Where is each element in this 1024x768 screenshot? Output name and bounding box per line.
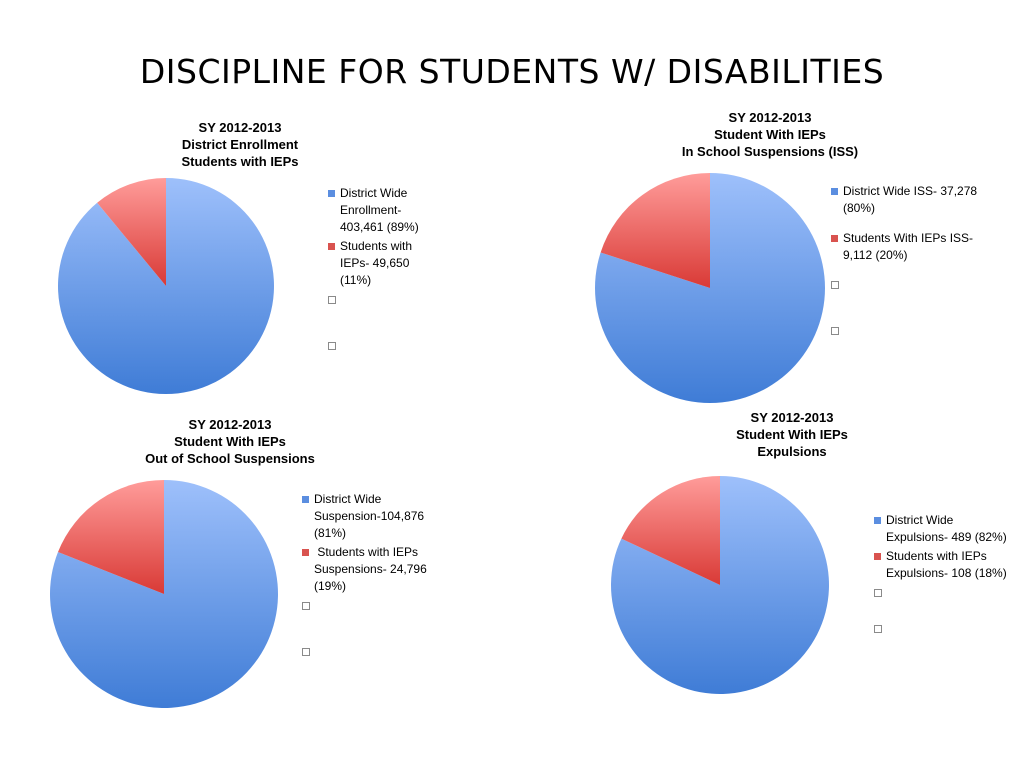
- legend-text-line: (11%): [340, 273, 372, 287]
- legend-item-district-wide: District Wide Suspension-104,876 (81%): [302, 491, 427, 542]
- legend-swatch-blue: [302, 496, 309, 503]
- legend-text-line: District Wide: [886, 513, 954, 527]
- chart-title-line: SY 2012-2013: [188, 417, 272, 432]
- legend-swatch-empty: [302, 602, 310, 610]
- legend-swatch-red: [302, 549, 309, 556]
- legend-text-line: District Wide: [314, 492, 382, 506]
- legend-text-line: Suspensions- 24,796: [314, 562, 427, 576]
- legend: District Wide Suspension-104,876 (81%) S…: [302, 491, 427, 689]
- legend-swatch-empty: [328, 342, 336, 350]
- legend-swatch-blue: [328, 190, 335, 197]
- legend-item-empty: [831, 276, 977, 293]
- legend-text-line: Expulsions- 108 (18%): [886, 566, 1007, 580]
- pie-slice-students-ieps: [97, 178, 166, 286]
- pie-slice-students-ieps: [600, 173, 710, 288]
- legend-item-empty: [302, 643, 427, 660]
- legend-item-students-ieps: Students with IEPs Expulsions- 108 (18%): [874, 548, 1007, 582]
- slide-title: DISCIPLINE FOR STUDENTS W/ DISABILITIES: [139, 52, 885, 91]
- legend-text-line: (80%): [843, 201, 876, 215]
- legend-item-empty: [328, 337, 419, 354]
- legend-swatch-red: [874, 553, 881, 560]
- chart-title-line: Student With IEPs: [174, 434, 286, 449]
- legend-text-line: Enrollment-: [340, 203, 402, 217]
- legend-swatch-blue: [831, 188, 838, 195]
- legend-item-students-ieps: Students with IEPs Suspensions- 24,796 (…: [302, 544, 427, 595]
- legend-item-empty: [328, 291, 419, 308]
- legend-swatch-empty: [874, 589, 882, 597]
- legend: District Wide ISS- 37,278 (80%) Students…: [831, 183, 977, 368]
- chart-title: SY 2012-2013 District Enrollment Student…: [140, 119, 340, 170]
- legend-swatch-empty: [831, 281, 839, 289]
- pie-slice-students-ieps: [621, 476, 720, 585]
- legend-swatch-empty: [874, 625, 882, 633]
- chart-title-line: SY 2012-2013: [728, 110, 812, 125]
- legend-text-line: (19%): [314, 579, 347, 593]
- legend: District Wide Enrollment- 403,461 (89%) …: [328, 185, 419, 383]
- legend-swatch-red: [831, 235, 838, 242]
- legend-text-line: IEPs- 49,650: [340, 256, 410, 270]
- legend-text-line: Students with IEPs: [314, 545, 419, 559]
- pie-slice-district-wide: [610, 476, 829, 694]
- legend-text-line: District Wide ISS- 37,278: [843, 184, 978, 198]
- legend-text-line: Expulsions- 489 (82%): [886, 530, 1007, 544]
- legend-swatch-red: [328, 243, 335, 250]
- legend-swatch-empty: [831, 327, 839, 335]
- legend-text-line: Students with IEPs: [886, 549, 987, 563]
- legend-text-line: District Wide: [340, 186, 408, 200]
- legend-swatch-empty: [328, 296, 336, 304]
- chart-title-line: Expulsions: [757, 444, 827, 459]
- pie-slice-students-ieps: [58, 480, 165, 594]
- legend-swatch-blue: [874, 517, 881, 524]
- legend-text-line: (81%): [314, 526, 347, 540]
- chart-title-line: District Enrollment: [181, 137, 299, 152]
- legend-text-line: Students with: [340, 239, 413, 253]
- legend-text-line: 403,461 (89%): [340, 220, 419, 234]
- pie-slice-district-wide: [58, 178, 275, 394]
- legend-item-students-ieps: Students with IEPs- 49,650 (11%): [328, 238, 419, 289]
- chart-title: SY 2012-2013 Student With IEPs Expulsion…: [692, 409, 892, 460]
- legend-item-district-wide: District Wide Enrollment- 403,461 (89%): [328, 185, 419, 236]
- chart-title-line: Student With IEPs: [714, 127, 826, 142]
- chart-title: SY 2012-2013 Student With IEPs In School…: [640, 109, 900, 160]
- pie-slice-district-wide: [594, 173, 825, 403]
- legend-item-empty: [874, 584, 1007, 601]
- chart-title-line: Out of School Suspensions: [145, 451, 315, 466]
- chart-title-line: SY 2012-2013: [198, 120, 282, 135]
- chart-title-line: In School Suspensions (ISS): [681, 144, 859, 159]
- legend-item-empty: [831, 322, 977, 339]
- chart-title-line: SY 2012-2013: [750, 410, 834, 425]
- chart-title: SY 2012-2013 Student With IEPs Out of Sc…: [110, 416, 350, 467]
- legend-item-empty: [874, 620, 1007, 637]
- legend: District Wide Expulsions- 489 (82%) Stud…: [874, 512, 1007, 666]
- chart-title-line: Student With IEPs: [736, 427, 848, 442]
- legend-item-students-ieps: Students With IEPs ISS- 9,112 (20%): [831, 230, 977, 264]
- chart-title-line: Students with IEPs: [181, 154, 299, 169]
- legend-text-line: Students With IEPs ISS-: [843, 231, 974, 245]
- legend-text-line: 9,112 (20%): [843, 248, 908, 262]
- legend-swatch-empty: [302, 648, 310, 656]
- legend-item-district-wide: District Wide Expulsions- 489 (82%): [874, 512, 1007, 546]
- legend-text-line: Suspension-104,876: [314, 509, 425, 523]
- legend-item-empty: [302, 597, 427, 614]
- legend-item-district-wide: District Wide ISS- 37,278 (80%): [831, 183, 977, 217]
